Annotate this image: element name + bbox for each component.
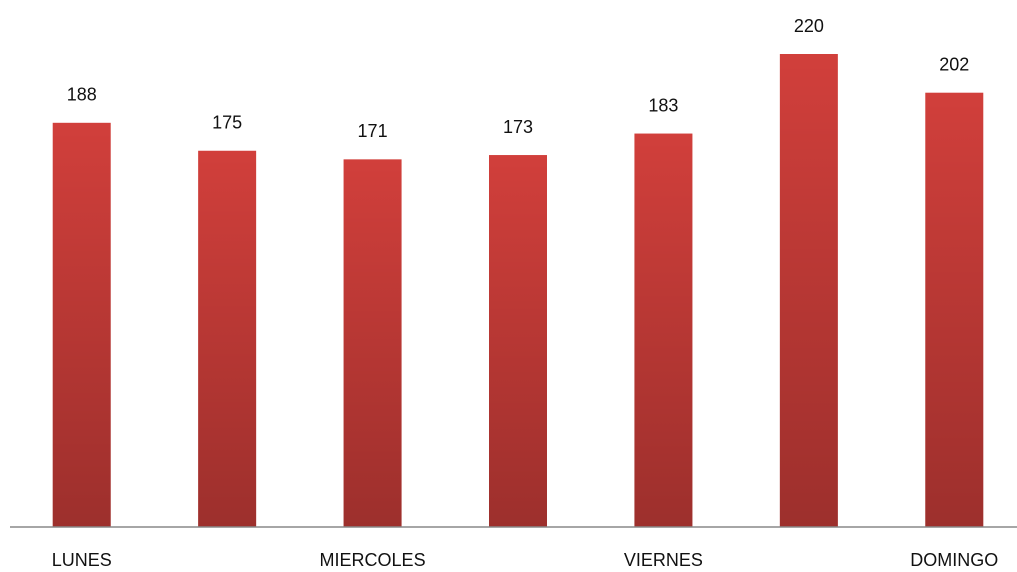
bar-shade — [52, 122, 111, 528]
data-label: 220 — [794, 16, 824, 36]
data-label: 175 — [212, 113, 242, 133]
bar-shade — [198, 150, 257, 527]
x-tick-label: LUNES — [52, 550, 112, 570]
data-label: 188 — [67, 85, 97, 105]
bar-shade — [343, 159, 402, 527]
bar-shade — [489, 155, 547, 528]
data-label: 202 — [939, 54, 969, 74]
x-tick-label: MIERCOLES — [320, 550, 426, 570]
x-tick-label: DOMINGO — [910, 550, 998, 570]
bar-shade — [925, 92, 984, 527]
data-label: 183 — [648, 95, 678, 115]
data-label: 171 — [358, 121, 388, 141]
x-tick-label: VIERNES — [624, 550, 703, 570]
bar-shade — [779, 54, 838, 527]
data-label: 173 — [503, 117, 533, 137]
bar-shade — [634, 133, 693, 528]
